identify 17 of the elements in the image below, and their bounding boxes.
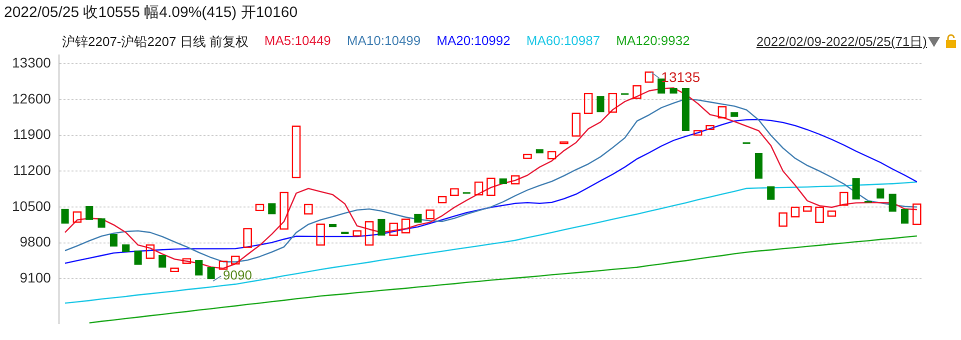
annotation: 9090 [223,268,252,283]
text: MA20:10992 [436,33,510,50]
chart-subtitle: 沪锌2207-沪铅2207 日线 前复权 [62,33,248,51]
y-tick-label: 11900 [13,126,52,142]
text: 2022/02/09-2022/05/25(71日) [756,33,927,51]
annotation: 13135 [661,69,700,85]
y-tick-label: 10500 [12,198,52,214]
text: MA10:10499 [346,33,421,50]
text: MA5:10449 [264,33,331,50]
y-tick-label: 11200 [13,162,52,178]
y-tick-label: 12600 [12,90,52,106]
y-tick-label: 9100 [20,269,52,286]
y-tick-label: 9800 [20,234,52,250]
text: MA120:9932 [616,33,690,50]
chart-title: 2022/05/25 收10555 幅4.09%(415) 开10160 [4,3,298,22]
text: MA60:10987 [526,33,600,50]
y-tick-label: 13300 [12,54,52,71]
